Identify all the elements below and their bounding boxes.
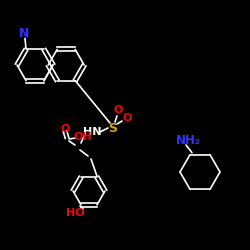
Text: NH₂: NH₂ (176, 134, 201, 146)
Text: S: S (108, 122, 118, 134)
Text: OH: OH (74, 132, 92, 142)
Text: O: O (60, 124, 70, 134)
Text: N: N (19, 27, 29, 40)
Text: O: O (122, 113, 132, 123)
Text: HO: HO (66, 208, 84, 218)
Text: O: O (113, 105, 123, 115)
Text: HN: HN (83, 127, 101, 137)
